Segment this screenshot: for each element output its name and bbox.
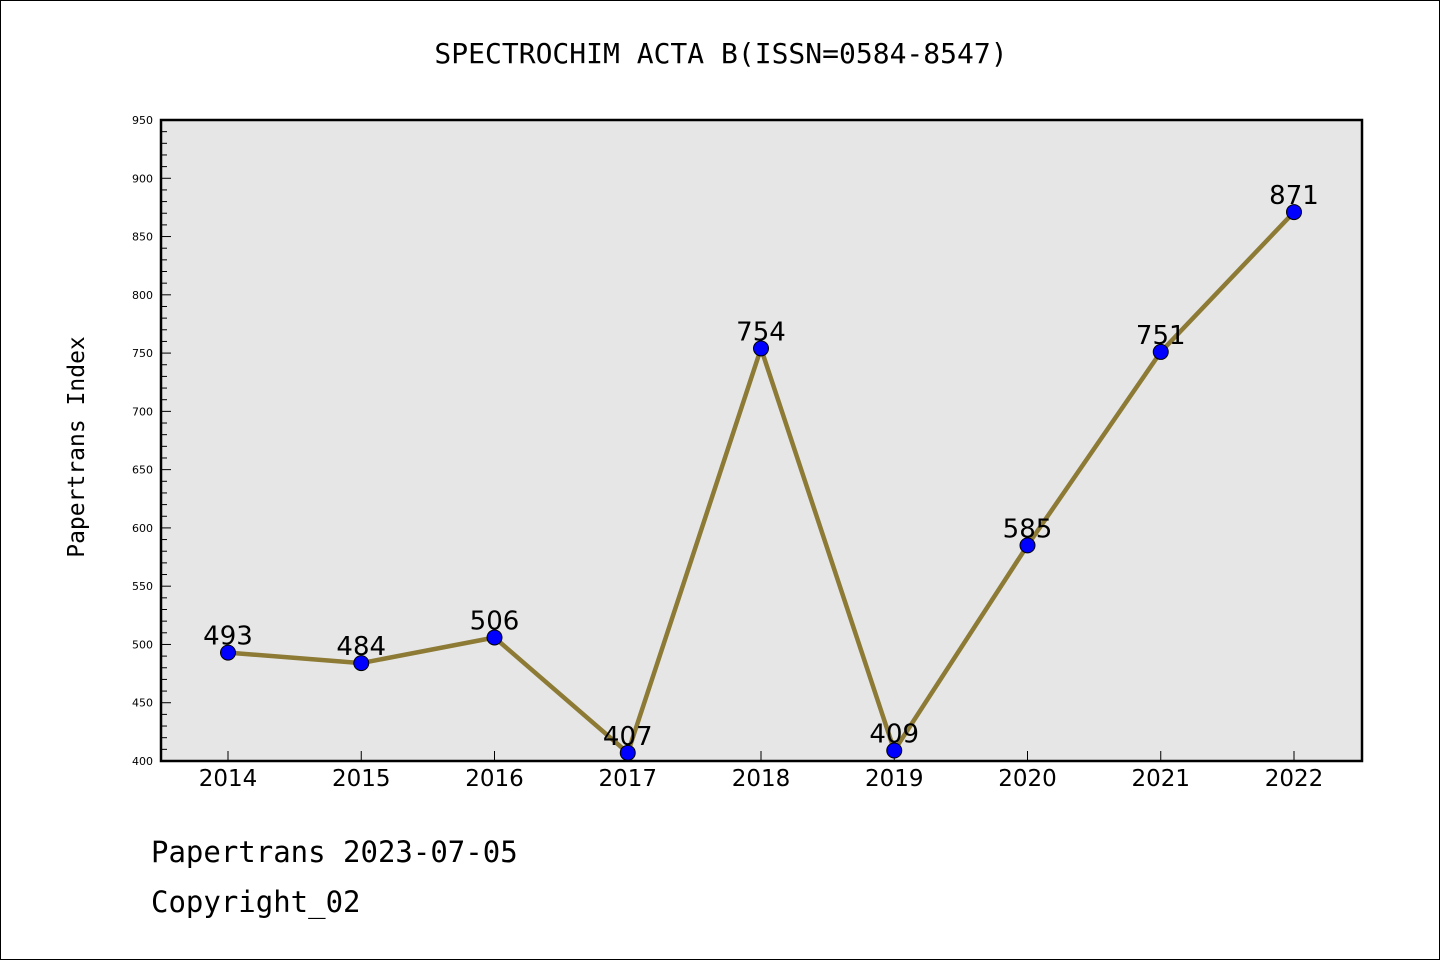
x-tick-label: 2021	[1131, 766, 1190, 792]
series-group: 493 484 506 407 754 409 585 751 871	[203, 181, 1319, 761]
x-axis-ticks: 2014 2015 2016 2017 2018 2019 2020 2021 2022	[199, 751, 1324, 792]
y-tick-label: 600	[132, 522, 153, 535]
y-tick-label: 950	[132, 114, 153, 127]
x-tick-label: 2018	[732, 766, 791, 792]
y-tick-label: 400	[132, 755, 153, 768]
data-label: 751	[1136, 321, 1186, 351]
y-axis-ticks: 400 450 500 550 600 650 700 750 800 850 900 950	[132, 114, 171, 768]
data-label: 585	[1003, 514, 1053, 544]
y-tick-label: 850	[132, 231, 153, 244]
data-label: 407	[603, 722, 653, 752]
y-tick-label: 650	[132, 464, 153, 477]
y-tick-label: 900	[132, 172, 153, 185]
data-label: 493	[203, 622, 253, 652]
data-label: 409	[869, 720, 919, 750]
x-tick-label: 2022	[1265, 766, 1324, 792]
y-tick-label: 700	[132, 405, 153, 418]
chart-title: SPECTROCHIM ACTA B(ISSN=0584-8547)	[434, 37, 1008, 70]
footer-copyright: Copyright_02	[151, 885, 361, 919]
data-point	[1286, 204, 1302, 221]
data-label: 484	[336, 632, 386, 662]
data-point	[1152, 343, 1169, 360]
data-point	[486, 629, 503, 646]
x-tick-label: 2017	[598, 766, 657, 792]
plot-area	[161, 120, 1362, 761]
x-tick-label: 2014	[199, 766, 258, 792]
data-point	[353, 655, 370, 672]
data-label: 754	[736, 317, 786, 347]
x-tick-label: 2019	[865, 766, 924, 792]
data-label: 871	[1269, 181, 1319, 211]
y-tick-label: 800	[132, 289, 153, 302]
y-tick-label: 450	[132, 697, 153, 710]
plot-frame	[159, 118, 1364, 763]
x-tick-label: 2015	[332, 766, 391, 792]
data-point	[220, 644, 236, 661]
x-tick-label: 2020	[998, 766, 1057, 792]
y-tick-label: 500	[132, 638, 153, 651]
x-tick-label: 2016	[465, 766, 524, 792]
data-point	[753, 340, 769, 357]
y-tick-label: 750	[132, 347, 153, 360]
footer-date: Papertrans 2023-07-05	[151, 835, 518, 869]
data-point	[1019, 537, 1036, 554]
y-tick-label: 550	[132, 580, 153, 593]
data-label: 506	[470, 606, 520, 636]
data-point	[886, 742, 903, 759]
